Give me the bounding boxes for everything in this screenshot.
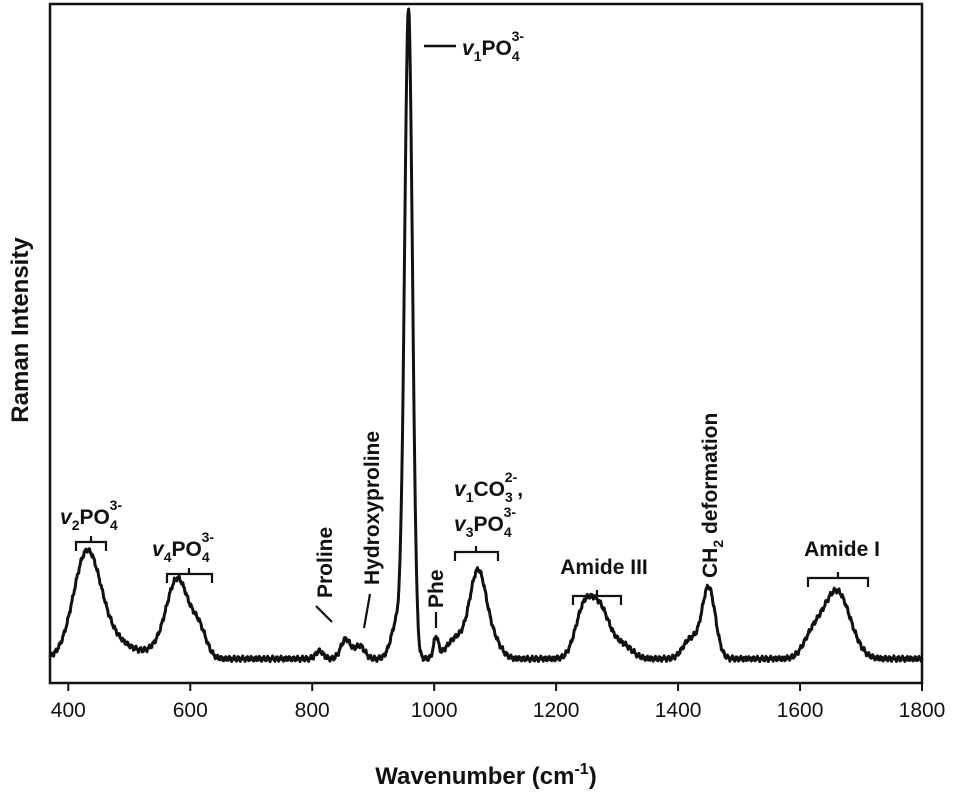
annotation-v2po4: v2PO43- (60, 497, 122, 533)
x-tick-label: 1800 (899, 699, 946, 722)
x-tick-label: 600 (173, 699, 208, 722)
annotation-amide3: Amide III (560, 556, 648, 579)
x-tick-label: 800 (295, 699, 330, 722)
proline-leader (315, 605, 333, 623)
y-axis-title: Raman Intensity (7, 237, 34, 423)
spectrum-line (48, 7, 924, 664)
annotation-v1po4: v1PO43- (462, 28, 524, 64)
annotation-ch2: CH2 deformation (699, 413, 726, 578)
x-axis-title: Wavenumber (cm-1) (375, 761, 596, 790)
x-tick-label: 1000 (411, 699, 458, 722)
x-tick-label: 1400 (655, 699, 702, 722)
x-tick-label: 1600 (777, 699, 824, 722)
hydroxyproline-leader (362, 593, 372, 629)
v2po4-bracket (74, 536, 108, 551)
annotation-v4po4: v4PO43- (152, 529, 214, 565)
annotation-v1co3: v1CO32-, (454, 469, 523, 505)
annotation-proline: Proline (314, 527, 337, 598)
annotation-phe: Phe (425, 569, 448, 608)
amide3-bracket (571, 590, 623, 605)
plot-frame (48, 2, 924, 685)
amide1-bracket (806, 572, 870, 587)
x-axis-ticks: 400 600 800 1000 1200 1400 1600 1800 (51, 683, 946, 722)
annotation-amide1: Amide I (804, 538, 880, 561)
x-tick-label: 400 (51, 699, 86, 722)
v4po4-bracket (165, 568, 214, 583)
x-tick-label: 1200 (533, 699, 580, 722)
annotations: v1PO43- v2PO43- v4PO43- Proline Hydroxyp… (60, 28, 880, 629)
annotation-v3po4: v3PO43- (454, 504, 516, 540)
annotation-hydroxyproline: Hydroxyproline (361, 431, 384, 585)
v1co3-bracket (453, 546, 500, 561)
